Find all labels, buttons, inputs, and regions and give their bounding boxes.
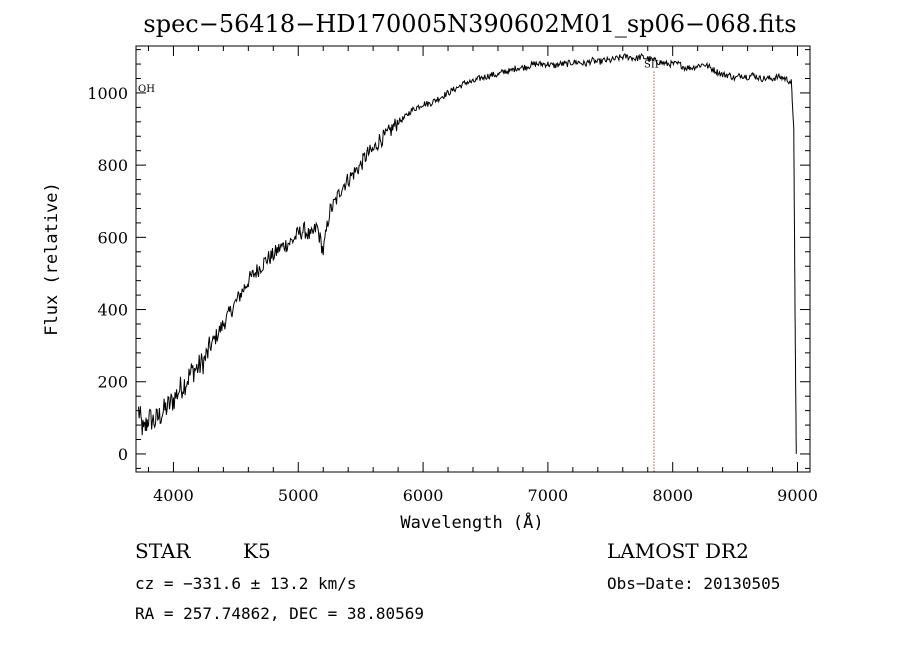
subclass: K5	[243, 539, 271, 563]
x-tick-label: 8000	[652, 486, 693, 505]
plot-frame	[135, 45, 811, 473]
y-axis-label: Flux (relative)	[42, 182, 62, 336]
x-tick-label: 4000	[153, 486, 194, 505]
x-tick-label: 6000	[403, 486, 444, 505]
y-tick-label: 400	[97, 301, 128, 320]
obs-date: Obs−Date: 20130505	[607, 574, 780, 593]
y-tick-label: 800	[97, 156, 128, 175]
object-type: STAR	[135, 539, 191, 563]
y-tick-label: 0	[118, 445, 128, 464]
y-tick-labels: 0 200 400 600 800 1000	[87, 84, 128, 464]
chart-title: spec−56418−HD170005N390602M01_sp06−068.f…	[143, 10, 796, 38]
x-axis-label: Wavelength (Å)	[400, 511, 543, 533]
oh-annotation: OH	[138, 84, 155, 95]
axis-ticks	[136, 46, 810, 472]
spectrum-line	[138, 52, 797, 454]
x-tick-label: 5000	[278, 486, 319, 505]
x-tick-label: 9000	[777, 486, 818, 505]
sii-annotation: SII	[644, 60, 659, 71]
y-tick-label: 200	[97, 373, 128, 392]
coordinates: RA = 257.74862, DEC = 38.80569	[135, 604, 424, 623]
y-tick-label: 600	[97, 228, 128, 247]
y-tick-label: 1000	[87, 84, 128, 103]
x-tick-labels: 4000 5000 6000 7000 8000 9000	[153, 486, 818, 505]
x-tick-label: 7000	[528, 486, 569, 505]
redshift-cz: cz = −331.6 ± 13.2 km/s	[135, 574, 357, 593]
survey-name: LAMOST DR2	[607, 539, 749, 563]
